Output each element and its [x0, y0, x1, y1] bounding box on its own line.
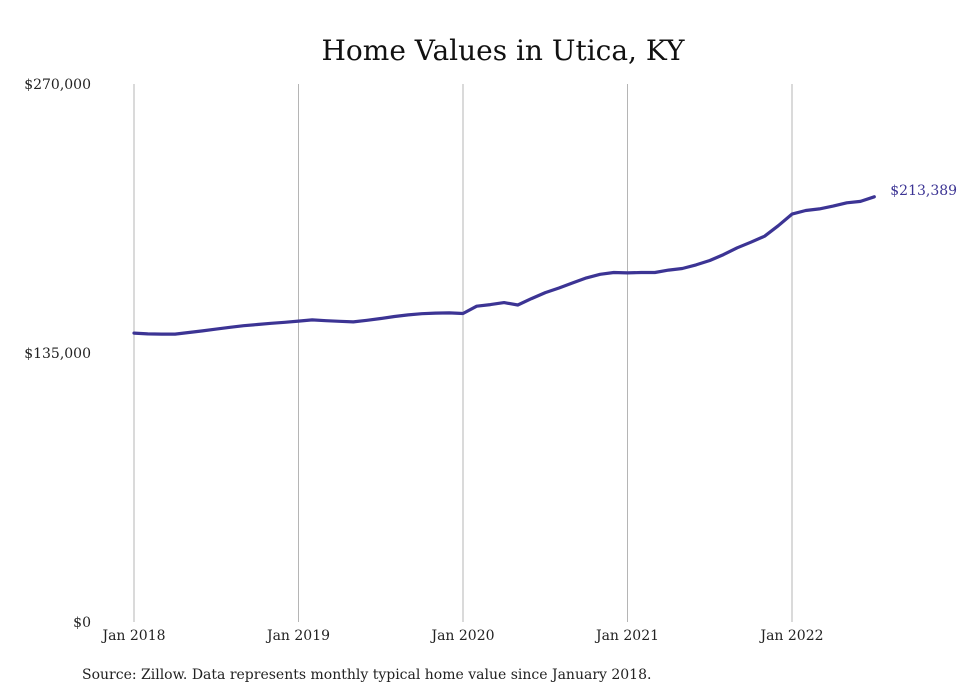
x-axis-ticks: Jan 2018 Jan 2019 Jan 2020 Jan 2021 Jan 2022 [100, 628, 823, 644]
y-tick-label-2: $270,000 [24, 77, 91, 93]
y-tick-label-0: $0 [73, 615, 91, 631]
end-value-label: $213,389 [890, 183, 957, 199]
x-tick-label-1: Jan 2019 [265, 628, 330, 644]
y-tick-label-1: $135,000 [24, 346, 91, 362]
series-line-home-value [132, 195, 876, 336]
x-tick-label-4: Jan 2022 [758, 628, 823, 644]
chart-title: Home Values in Utica, KY [322, 34, 686, 67]
x-tick-label-3: Jan 2021 [594, 628, 659, 644]
x-tick-label-0: Jan 2018 [100, 628, 165, 644]
source-note: Source: Zillow. Data represents monthly … [82, 667, 652, 683]
gridlines [133, 84, 793, 622]
x-tick-label-2: Jan 2020 [429, 628, 494, 644]
y-axis-ticks: $0 $135,000 $270,000 [24, 77, 91, 631]
